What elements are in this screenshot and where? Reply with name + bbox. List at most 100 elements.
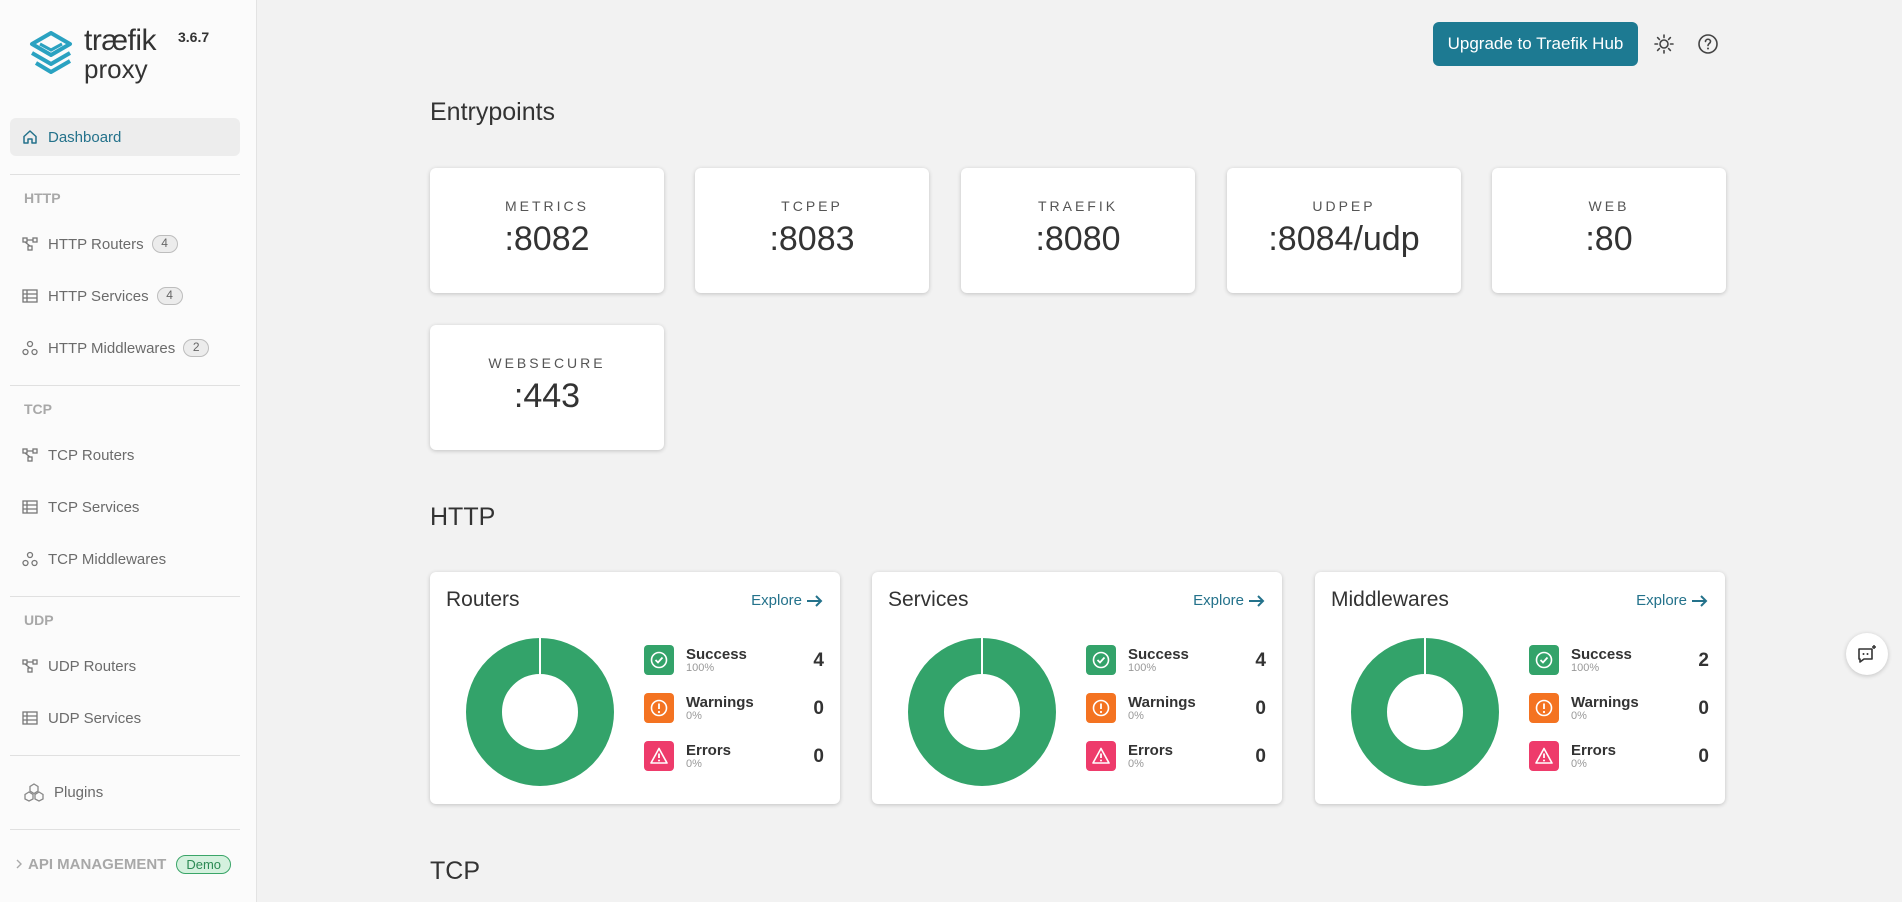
sidebar-item-http-services[interactable]: HTTP Services 4 (10, 277, 240, 315)
section-label-http: HTTP (24, 190, 61, 206)
routers-icon (22, 658, 38, 674)
arrow-right-icon (1692, 594, 1708, 607)
card-title: Middlewares (1331, 588, 1449, 611)
entrypoint-name: UDPEP (1312, 198, 1376, 214)
services-icon (22, 288, 38, 304)
warning-circle-icon (1529, 693, 1559, 723)
errors-stat: Errors 0% 0 (644, 741, 824, 773)
explore-label: Explore (1636, 592, 1687, 609)
stat-value: 0 (1255, 698, 1266, 719)
plugins-icon (24, 782, 44, 802)
sidebar-item-label: HTTP Routers (48, 235, 144, 253)
chat-bot-icon (1858, 645, 1876, 663)
chat-assistant-button[interactable] (1846, 633, 1888, 675)
services-icon (22, 710, 38, 726)
stat-value: 0 (1698, 746, 1709, 767)
card-title: Services (888, 588, 969, 611)
success-stat: Success 100% 4 (1086, 645, 1266, 677)
scrollbar[interactable] (1896, 0, 1902, 902)
warning-circle-icon (644, 693, 674, 723)
sidebar-item-label: HTTP Services (48, 287, 149, 305)
entrypoint-card: WEBSECURE :443 (430, 325, 664, 450)
logo-subtitle: proxy (84, 54, 148, 84)
stat-label: Errors (1128, 742, 1174, 759)
explore-label: Explore (1193, 592, 1244, 609)
explore-link[interactable]: Explore (751, 592, 824, 609)
traefik-logo-icon (30, 31, 72, 74)
status-donut-chart (908, 638, 1056, 786)
card-title: Routers (446, 588, 520, 611)
explore-link[interactable]: Explore (1636, 592, 1709, 609)
stat-percent: 0% (1128, 710, 1144, 722)
sidebar-divider (10, 385, 240, 386)
help-icon[interactable] (1696, 32, 1720, 56)
sidebar-item-label: TCP Services (48, 498, 140, 516)
stat-label: Success (686, 646, 747, 663)
sidebar-item-dashboard[interactable]: Dashboard (10, 118, 240, 156)
stat-percent: 0% (1128, 758, 1144, 770)
stat-label: Success (1128, 646, 1189, 663)
explore-link[interactable]: Explore (1193, 592, 1266, 609)
sidebar-item-label: HTTP Middlewares (48, 339, 176, 357)
sidebar-item-udp-routers[interactable]: UDP Routers (10, 647, 240, 685)
entrypoint-card: TCPEP :8083 (695, 168, 929, 293)
entrypoint-name: TCPEP (781, 198, 843, 214)
sidebar: træfik proxy 3.6.7 Dashboard HTTP HTTP R… (0, 0, 257, 902)
status-donut-chart (1351, 638, 1499, 786)
sidebar-item-label: TCP Middlewares (48, 550, 167, 568)
section-label-tcp: TCP (24, 401, 52, 417)
routers-card: Routers Explore Success 100% 4 Warnings … (430, 572, 840, 804)
sidebar-item-tcp-middlewares[interactable]: TCP Middlewares (10, 540, 240, 578)
routers-icon (22, 447, 38, 463)
stat-value: 0 (813, 698, 824, 719)
middlewares-icon (22, 340, 38, 356)
check-circle-icon (1086, 645, 1116, 675)
stat-percent: 0% (686, 758, 702, 770)
arrow-right-icon (1249, 594, 1265, 607)
entrypoint-port: :8083 (769, 220, 855, 258)
sidebar-item-label: UDP Routers (48, 657, 137, 675)
stat-label: Warnings (686, 694, 754, 711)
middlewares-card: Middlewares Explore Success 100% 2 Warni… (1315, 572, 1725, 804)
sidebar-item-label: UDP Services (48, 709, 142, 727)
success-stat: Success 100% 2 (1529, 645, 1709, 677)
warnings-stat: Warnings 0% 0 (1086, 693, 1266, 725)
stat-percent: 100% (1571, 662, 1600, 674)
traefik-logo[interactable]: træfik proxy 3.6.7 (26, 26, 226, 86)
sidebar-divider (10, 755, 240, 756)
sidebar-item-plugins[interactable]: Plugins (10, 773, 240, 811)
stat-percent: 100% (686, 662, 715, 674)
entrypoint-port: :8080 (1035, 220, 1121, 258)
demo-badge: Demo (176, 854, 232, 874)
entrypoint-name: WEB (1588, 198, 1630, 214)
api-management-label: API MANAGEMENT (28, 855, 167, 873)
stat-percent: 0% (1571, 758, 1587, 770)
home-icon (22, 129, 38, 145)
sidebar-item-udp-services[interactable]: UDP Services (10, 699, 240, 737)
sidebar-item-tcp-routers[interactable]: TCP Routers (10, 436, 240, 474)
count-badge: 4 (151, 235, 178, 253)
upgrade-button[interactable]: Upgrade to Traefik Hub (1433, 22, 1638, 66)
entrypoints-title: Entrypoints (430, 98, 556, 126)
error-triangle-icon (644, 741, 674, 771)
stat-value: 0 (1698, 698, 1709, 719)
entrypoint-port: :80 (1585, 220, 1633, 258)
errors-stat: Errors 0% 0 (1086, 741, 1266, 773)
stat-label: Errors (1571, 742, 1617, 759)
api-management-toggle[interactable]: API MANAGEMENT Demo (10, 850, 240, 878)
sidebar-divider (10, 596, 240, 597)
stat-percent: 0% (686, 710, 702, 722)
entrypoint-port: :8084/udp (1268, 220, 1420, 258)
sidebar-item-http-middlewares[interactable]: HTTP Middlewares 2 (10, 329, 240, 367)
sidebar-item-tcp-services[interactable]: TCP Services (10, 488, 240, 526)
stat-value: 0 (1255, 746, 1266, 767)
error-triangle-icon (1529, 741, 1559, 771)
stat-value: 4 (1255, 650, 1266, 671)
sidebar-item-http-routers[interactable]: HTTP Routers 4 (10, 225, 240, 263)
stat-label: Warnings (1571, 694, 1639, 711)
stat-value: 4 (813, 650, 824, 671)
theme-toggle-icon[interactable] (1652, 32, 1676, 56)
check-circle-icon (644, 645, 674, 675)
entrypoint-card: METRICS :8082 (430, 168, 664, 293)
logo-wordmark: træfik (84, 24, 157, 57)
